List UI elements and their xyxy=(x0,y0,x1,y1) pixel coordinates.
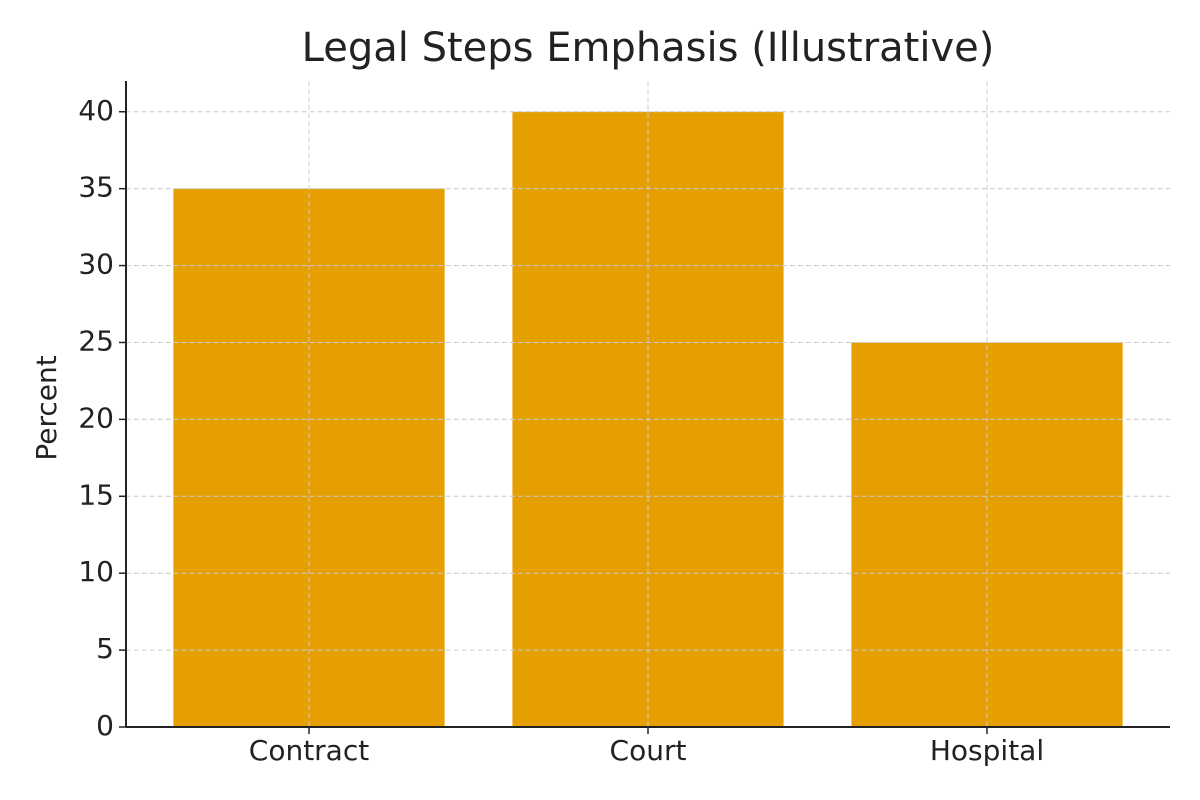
y-tick-label: 35 xyxy=(78,171,114,204)
bar xyxy=(851,342,1123,727)
y-tick-label: 40 xyxy=(78,94,114,127)
x-tick-label: Hospital xyxy=(930,734,1044,767)
y-axis-label: Percent xyxy=(30,355,63,460)
chart-title: Legal Steps Emphasis (Illustrative) xyxy=(302,25,995,71)
y-tick-label: 20 xyxy=(78,401,114,434)
y-tick-label: 15 xyxy=(78,478,114,511)
y-tick-label: 5 xyxy=(96,632,114,665)
y-tick-label: 25 xyxy=(78,324,114,357)
y-tick-label: 10 xyxy=(78,555,114,588)
x-tick-label: Contract xyxy=(249,734,369,767)
y-tick-label: 30 xyxy=(78,248,114,281)
x-tick-label: Court xyxy=(610,734,687,767)
y-tick-label: 0 xyxy=(96,709,114,742)
